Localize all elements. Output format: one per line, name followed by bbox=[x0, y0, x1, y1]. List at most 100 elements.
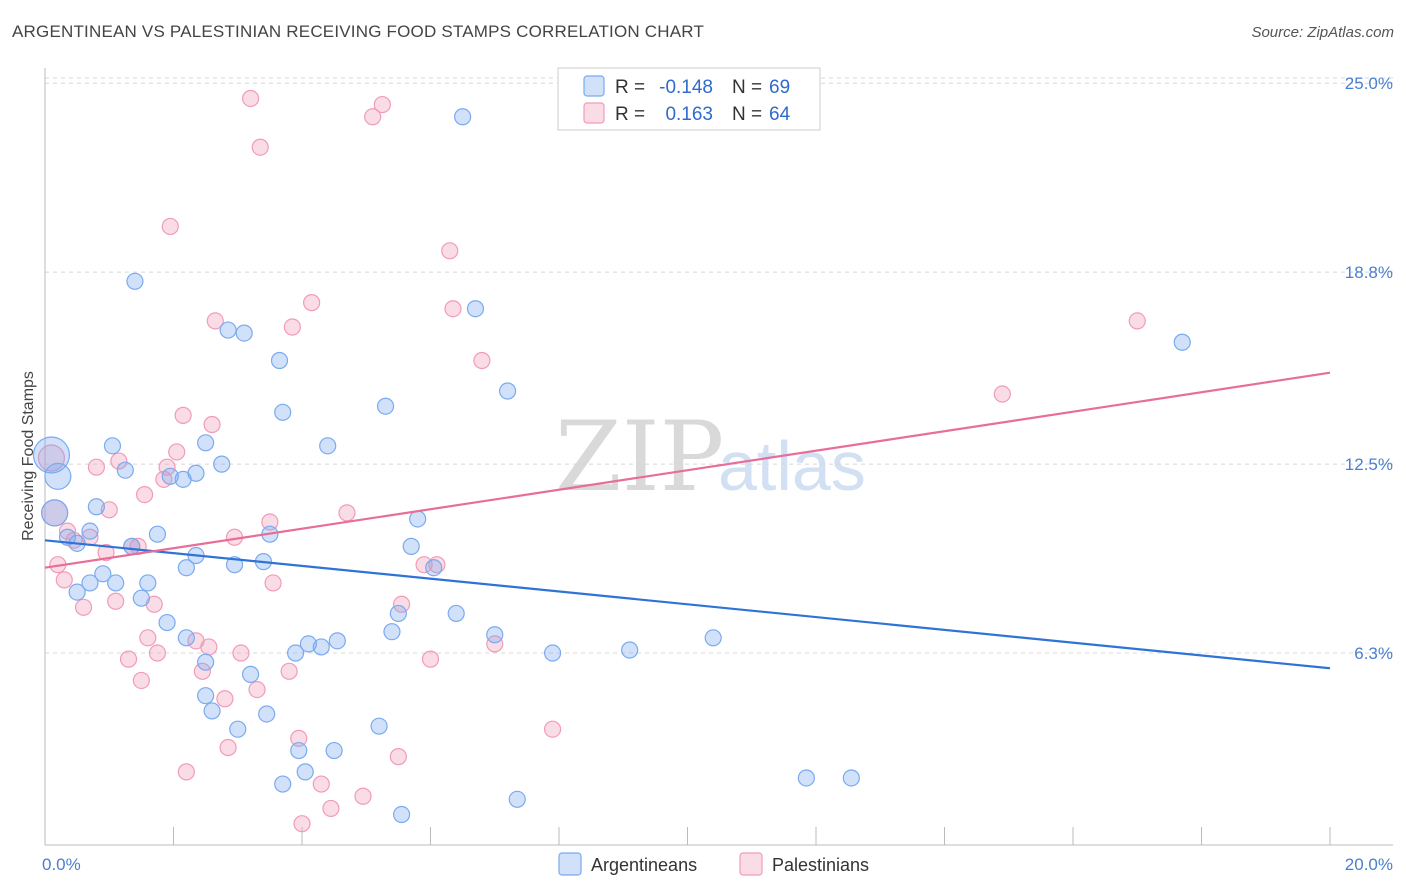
watermark-atlas: atlas bbox=[718, 427, 866, 505]
palestinians-point bbox=[132, 671, 150, 690]
argentineans-point bbox=[187, 464, 205, 482]
argentineans-point bbox=[203, 702, 221, 720]
palestinians-point bbox=[543, 720, 562, 738]
palestinians-point bbox=[177, 763, 195, 781]
argentineans-point bbox=[270, 351, 289, 370]
palestinians-point bbox=[293, 815, 311, 833]
palestinians-point bbox=[303, 294, 321, 312]
argentineans-point bbox=[197, 434, 215, 452]
palestinians-point bbox=[441, 242, 459, 260]
argentineans-trend-line bbox=[44, 539, 1331, 670]
argentineans-point bbox=[499, 382, 517, 400]
argentineans-point bbox=[1173, 333, 1191, 351]
palestinians-point bbox=[290, 729, 308, 747]
argentineans-point bbox=[87, 498, 106, 516]
argentineans-point bbox=[319, 437, 337, 455]
argentineans-point bbox=[296, 763, 314, 781]
palestinians-point bbox=[993, 385, 1011, 403]
argentineans-point bbox=[107, 574, 125, 592]
palestinians-point bbox=[200, 638, 218, 656]
palestinians-point bbox=[135, 485, 154, 504]
palestinians-point bbox=[206, 312, 224, 330]
palestinians-point bbox=[242, 89, 260, 108]
argentineans-point bbox=[392, 805, 411, 824]
palestinians-point bbox=[373, 95, 391, 114]
argentineans-point bbox=[383, 623, 401, 641]
palestinians-point bbox=[219, 738, 237, 757]
palestinians-point bbox=[161, 217, 179, 236]
palestinians-point bbox=[55, 571, 73, 589]
argentineans-point bbox=[842, 769, 860, 787]
argentineans-point bbox=[543, 644, 562, 662]
argentineans-point bbox=[325, 741, 343, 760]
palestinians-point bbox=[58, 522, 77, 540]
legend-n-value: 64 bbox=[769, 104, 791, 125]
legend-box bbox=[557, 67, 821, 131]
palestinians-point bbox=[428, 556, 446, 574]
correlation-legend: R = -0.148 N = 69 R = 0.163 N = 64 bbox=[557, 67, 821, 131]
argentineans-point bbox=[177, 629, 195, 647]
palestinians-point bbox=[312, 775, 330, 793]
y-tick-labels: 6.3% 12.5% 18.8% 25.0% bbox=[1345, 74, 1393, 663]
argentineans-point bbox=[158, 613, 176, 632]
argentineans-point bbox=[704, 629, 722, 647]
argentineans-point bbox=[370, 717, 388, 735]
argentineans-point bbox=[213, 455, 231, 473]
palestinians-point bbox=[264, 574, 282, 592]
palestinians-point bbox=[389, 748, 407, 766]
palestinians-point bbox=[486, 635, 504, 653]
palestinians-point bbox=[216, 690, 234, 708]
argentineans-point bbox=[94, 565, 112, 583]
palestinians-point bbox=[280, 662, 298, 680]
argentineans-point bbox=[161, 467, 179, 485]
argentineans-point bbox=[81, 574, 99, 592]
argentineans-point bbox=[219, 321, 237, 339]
argentineans-point bbox=[621, 641, 639, 659]
argentineans-point bbox=[312, 638, 330, 656]
bottom-legend-label-argentineans: Argentineans bbox=[591, 855, 697, 875]
palestinians-point bbox=[193, 662, 212, 680]
y-tick-label: 18.8% bbox=[1345, 263, 1393, 282]
argentineans-point bbox=[425, 559, 443, 577]
palestinians-point bbox=[364, 108, 382, 126]
argentineans-point bbox=[139, 574, 157, 592]
legend-n-value: 69 bbox=[769, 77, 790, 98]
legend-r-label: R = bbox=[615, 77, 645, 98]
argentineans-point bbox=[197, 653, 215, 671]
palestinians-point bbox=[232, 644, 250, 662]
palestinians-point bbox=[158, 458, 176, 476]
argentineans-point bbox=[376, 397, 395, 415]
bottom-legend-swatch-argentineans bbox=[558, 852, 582, 876]
legend-r-value: 0.163 bbox=[665, 104, 713, 125]
palestinians-point bbox=[139, 629, 157, 647]
watermark-zip: ZIP bbox=[555, 401, 724, 513]
x-axis-ticks bbox=[173, 827, 1331, 845]
palestinians-point bbox=[119, 650, 138, 668]
palestinians-point bbox=[203, 415, 221, 434]
argentineans-point bbox=[123, 537, 141, 555]
bottom-legend-swatch-palestinians bbox=[739, 852, 763, 876]
palestinians-point bbox=[248, 680, 266, 699]
y-tick-label: 12.5% bbox=[1345, 455, 1393, 474]
y-axis-label: Receiving Food Stamps bbox=[20, 371, 37, 541]
palestinians-point bbox=[107, 592, 125, 610]
legend-r-value: -0.148 bbox=[659, 77, 713, 98]
argentineans-points bbox=[32, 108, 1191, 824]
legend-swatch-palestinians bbox=[583, 102, 605, 124]
palestinians-point bbox=[473, 351, 491, 370]
argentineans-point bbox=[466, 300, 485, 318]
argentineans-point bbox=[229, 720, 247, 738]
palestinians-point bbox=[87, 458, 106, 476]
palestinians-point bbox=[168, 443, 186, 461]
argentineans-point bbox=[258, 705, 276, 723]
argentineans-point bbox=[409, 510, 427, 528]
y-tick-label: 6.3% bbox=[1354, 644, 1393, 663]
argentineans-point bbox=[290, 741, 308, 760]
argentineans-point bbox=[41, 499, 69, 527]
palestinians-point bbox=[251, 138, 269, 156]
palestinians-point bbox=[322, 799, 340, 818]
argentineans-point bbox=[132, 589, 150, 607]
argentineans-point bbox=[116, 461, 134, 479]
y-tick-label: 25.0% bbox=[1345, 74, 1393, 93]
